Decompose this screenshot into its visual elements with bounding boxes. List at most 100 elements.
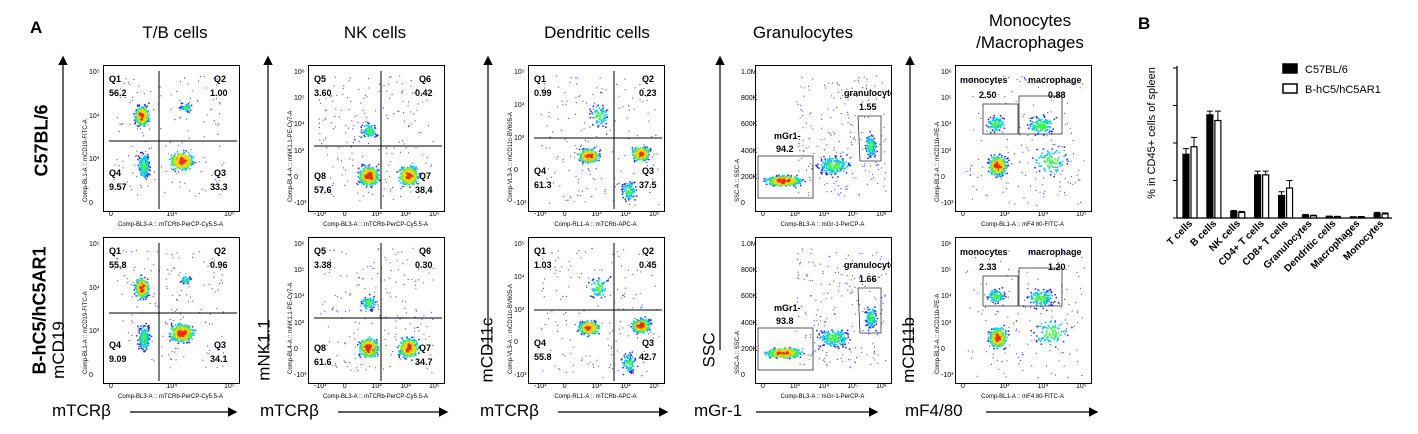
y-axis-title: Comp-VL3-A :: mCD11c-BV605-A [508,112,514,202]
y-axis-title: Comp-VL3-A :: mCD11c-BV605-A [508,284,514,374]
y-tick-label: 0 [89,372,93,379]
x-axis-title: Comp-BL1-A :: mF4 80-FITC-A [981,222,1064,228]
x-tick-label: 10³ [371,211,382,218]
x-axis-title: Comp-BL1-A :: mF4 80-FITC-A [981,394,1064,400]
gate-value: 1.00 [210,88,228,98]
col-title-gran: Granulocytes [752,23,854,42]
y-tick-label: 10⁵ [89,69,100,76]
y-tick-label: 10⁵ [89,241,100,248]
gate-label: Q1 [534,246,547,256]
y-tick-label: 400K [741,147,758,155]
col-title-nk: NK cells [343,23,407,42]
x-tick-label: 0 [562,383,567,390]
y-tick-label: 0 [89,200,93,207]
x-tick-label: 10⁴ [620,211,632,218]
gate-label: Q6 [419,246,432,256]
gate-label: Q1 [109,74,122,84]
x-tick-label: -10³ [534,211,547,218]
gate-value: 1.55 [859,102,877,112]
y-tick-label: -10³ [294,200,307,207]
x-tick-label: 10⁴ [400,383,412,390]
bar-0 [1301,214,1310,219]
flow-plot-c2-r0: Q1 0.99 Q2 0.23 Q4 61.3 Q3 37.5 [528,65,665,212]
gate-label: Q3 [214,168,227,178]
flow-plot-c1-r1: Q5 3.38 Q6 0.30 Q8 61.6 Q7 34.7 [308,237,445,384]
y-tick-label: 10⁶ [294,69,305,76]
gate-label: Q3 [214,340,227,350]
y-tick-label: 1.0M [741,241,757,248]
y-tick-label: 10⁴ [89,284,100,292]
y-tick-label: 0 [741,200,745,207]
y-tick-label: 10³ [941,147,952,155]
gate-label: Q2 [214,74,227,84]
y-axis-label: % in CD45+ cells of spleen [1146,67,1158,199]
gate-value: 2.33 [979,262,997,272]
gate-label: Q7 [419,343,432,353]
bar-1 [1238,211,1246,219]
bar-1 [1309,215,1318,219]
panel-label-a: A [30,18,43,37]
x-tick-label: 0 [109,211,113,218]
bar-0 [1277,194,1286,219]
gate-label: Q2 [642,74,655,84]
gate-value: 56.2 [109,88,127,98]
y-axis-title: Comp-BL2-A :: mCD11b-PE-A [935,293,941,374]
col-title-dc: Dendritic cells [544,23,650,42]
bar-1 [1333,216,1341,219]
x-tick-label: 0 [961,383,965,390]
y-tick-label: -10³ [941,200,954,207]
y-tick-label: 10⁵ [941,267,952,275]
bar-0 [1373,212,1381,219]
gate-value: 42.7 [639,352,657,362]
gate-value: 0.99 [534,88,552,98]
gate-value: 0.42 [415,88,433,98]
gate-value: 33.3 [210,182,228,192]
bar-0 [1325,215,1333,219]
gate-label: Q1 [534,74,547,84]
x-tick-label: -10³ [534,383,547,390]
y-tick-label: 10⁴ [941,121,952,129]
y-tick-label: 10³ [941,319,952,327]
gate-label: Q4 [534,166,547,176]
marker-arrows [58,55,1099,417]
gate-value: 57.6 [314,185,332,195]
gate-value: 1.03 [534,260,552,270]
gate-name: monocytes [960,247,1008,257]
gate-value: 38.4 [415,185,433,195]
x-axis-title: Comp-BL3-A :: mTCRb-PerCP-Cy5.5-A [117,222,224,228]
x-tick-label: 10⁵ [224,383,235,390]
x-tick-label: 10⁴ [818,383,830,390]
gate-value: 0.88 [1048,90,1066,100]
gate-name: granulocytes [844,88,891,98]
x-tick-label: 0 [109,383,113,390]
flow-plot-c3-r1: granulocytes 1.66 mGr1- 93.8 [755,237,892,384]
y-tick-label: 400K [741,319,758,327]
flow-plot-c0-r1: Q1 55.8 Q2 0.96 Q4 9.09 Q3 34.1 [103,237,240,384]
gate-value: 55.8 [109,260,127,270]
gate-value: 0.30 [415,260,433,270]
x-tick-label: 0 [562,211,567,218]
gate-value: 2.50 [979,90,997,100]
y-tick-label: 10⁵ [514,69,525,76]
legend-swatch [1282,63,1298,74]
y-tick-label: 0 [514,167,518,175]
bar-1 [1214,119,1222,219]
y-tick-label: 0 [294,173,298,181]
gate-value: 3.38 [314,260,332,270]
gate-name: granulocytes [844,260,891,270]
bar-0 [1254,174,1262,219]
x-tick-label: 10⁴ [400,211,412,218]
col-title-tb: T/B cells [142,23,208,42]
x-tick-label: 10³ [789,383,800,390]
x-tick-label: 10⁶ [876,211,887,218]
gate-value: 3.60 [314,88,332,98]
x-tick-label: 10⁵ [649,383,660,390]
x-axis-title: Comp-BL3-A :: mTCRb-PerCP-Cy5.5-A [117,394,224,400]
gate-value: 61.6 [314,357,332,367]
y-tick-label: -10³ [514,200,527,207]
y-tick-label: 600K [741,121,758,129]
bar-0 [1182,153,1190,219]
flow-plot-c1-r0: Q5 3.60 Q6 0.42 Q8 57.6 Q7 38.4 [308,65,445,212]
y-marker-cd11c: mCD11c [477,317,497,383]
x-tick-label: 10³ [591,211,602,218]
